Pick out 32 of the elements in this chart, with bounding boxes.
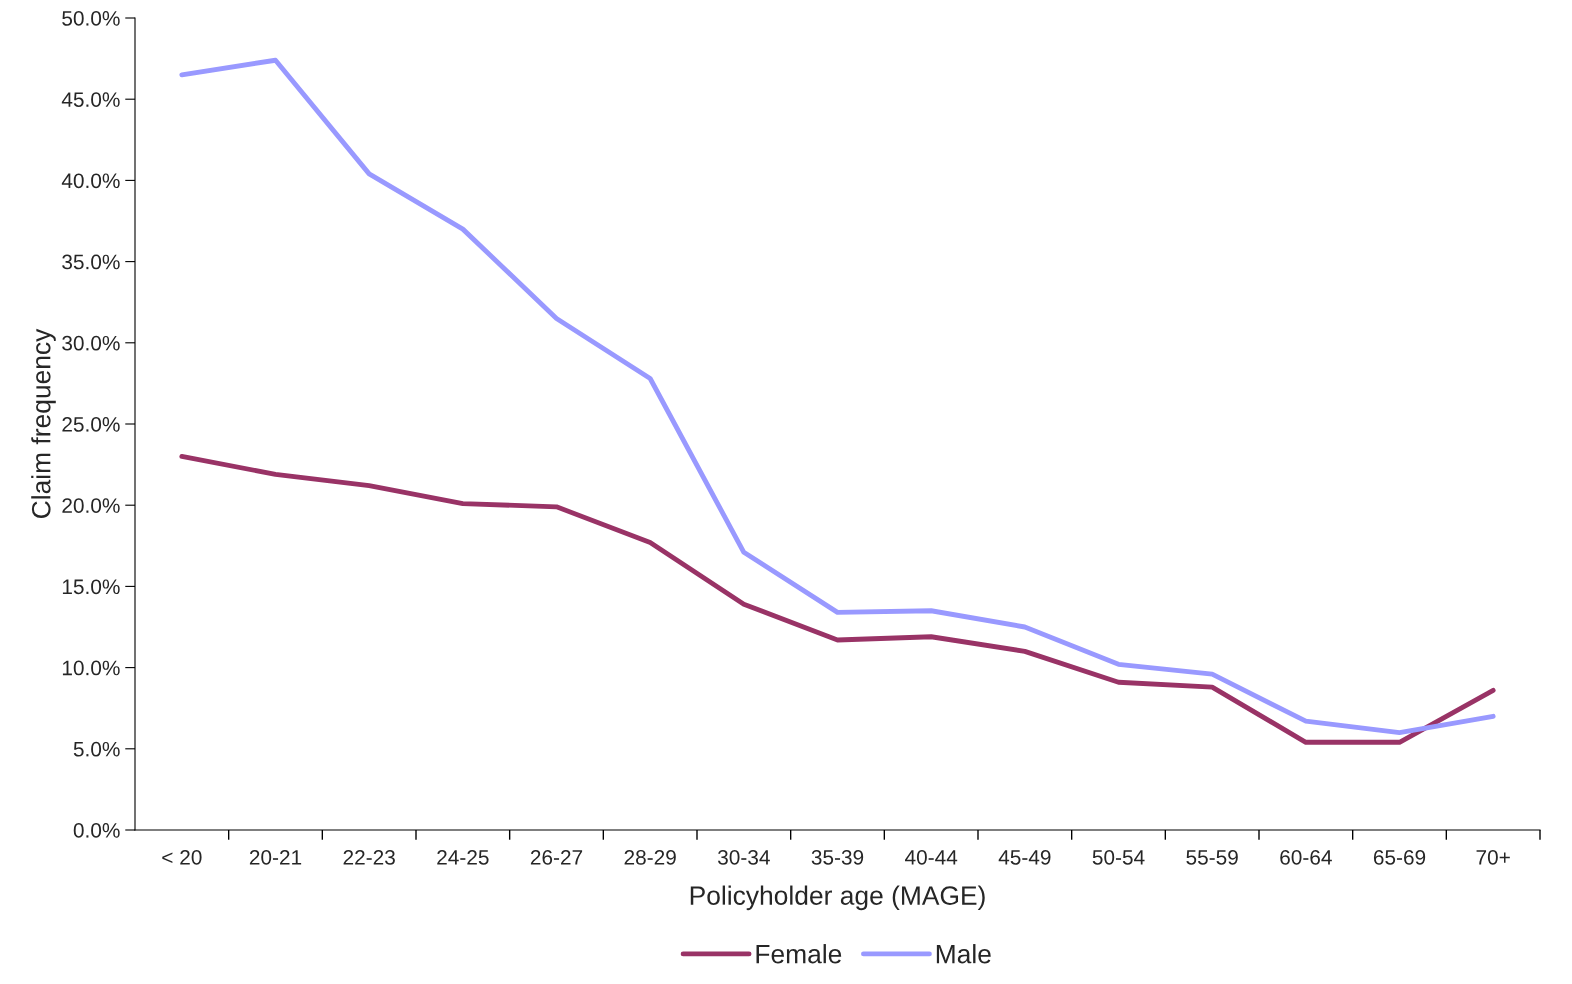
y-tick-label: 5.0% bbox=[73, 741, 120, 757]
legend-label: Male bbox=[936, 944, 991, 964]
y-tick-label: 45.0% bbox=[61, 92, 120, 107]
y-tick-label: 40.0% bbox=[61, 173, 120, 189]
y-tick-label: 10.0% bbox=[62, 660, 120, 676]
x-tick-label: 40-44 bbox=[905, 849, 958, 865]
x-tick-label: 35-39 bbox=[811, 849, 864, 865]
x-tick-label: 20-21 bbox=[249, 849, 302, 865]
y-tick-label: 30.0% bbox=[62, 335, 120, 351]
y-tick-label: 25.0% bbox=[62, 417, 120, 432]
line-series bbox=[179, 454, 1496, 745]
y-tick-label: 20.0% bbox=[62, 498, 120, 513]
x-tick-label: < 20 bbox=[162, 849, 202, 865]
line-series bbox=[179, 57, 1496, 735]
x-tick-label: 55-59 bbox=[1186, 849, 1238, 865]
x-tick-label: 24-25 bbox=[437, 849, 489, 865]
legend-label: Female bbox=[756, 944, 842, 964]
x-tick-label: 60-64 bbox=[1280, 849, 1332, 865]
y-tick-label: 0.0% bbox=[73, 823, 120, 838]
y-axis-title: Claim frequency bbox=[31, 328, 56, 518]
y-tick-label: 35.0% bbox=[62, 254, 120, 270]
y-tick-label: 50.0% bbox=[62, 11, 120, 26]
x-axis-title: Policyholder age (MAGE) bbox=[690, 885, 985, 911]
x-tick-label: 30-34 bbox=[717, 849, 770, 865]
x-tick-label: 28-29 bbox=[624, 849, 676, 865]
x-tick-label: 65-69 bbox=[1373, 849, 1426, 865]
x-tick-label: 70+ bbox=[1476, 849, 1510, 865]
x-tick-label: 22-23 bbox=[343, 849, 395, 865]
y-tick-label: 15.0% bbox=[62, 579, 120, 595]
x-tick-label: 45-49 bbox=[998, 849, 1051, 865]
x-tick-label: 26-27 bbox=[530, 849, 583, 865]
x-tick-label: 50-54 bbox=[1092, 849, 1145, 865]
